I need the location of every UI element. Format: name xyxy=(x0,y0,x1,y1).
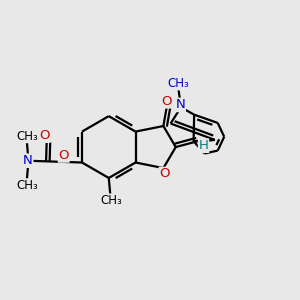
Text: CH₃: CH₃ xyxy=(16,179,38,192)
Text: O: O xyxy=(161,95,172,108)
Text: H: H xyxy=(199,139,208,152)
Text: CH₃: CH₃ xyxy=(168,77,189,90)
Text: O: O xyxy=(159,167,170,181)
Text: CH₃: CH₃ xyxy=(100,194,122,207)
Text: N: N xyxy=(23,154,33,167)
Text: O: O xyxy=(39,129,50,142)
Text: CH₃: CH₃ xyxy=(16,130,38,142)
Text: O: O xyxy=(58,149,69,162)
Text: N: N xyxy=(176,98,185,111)
